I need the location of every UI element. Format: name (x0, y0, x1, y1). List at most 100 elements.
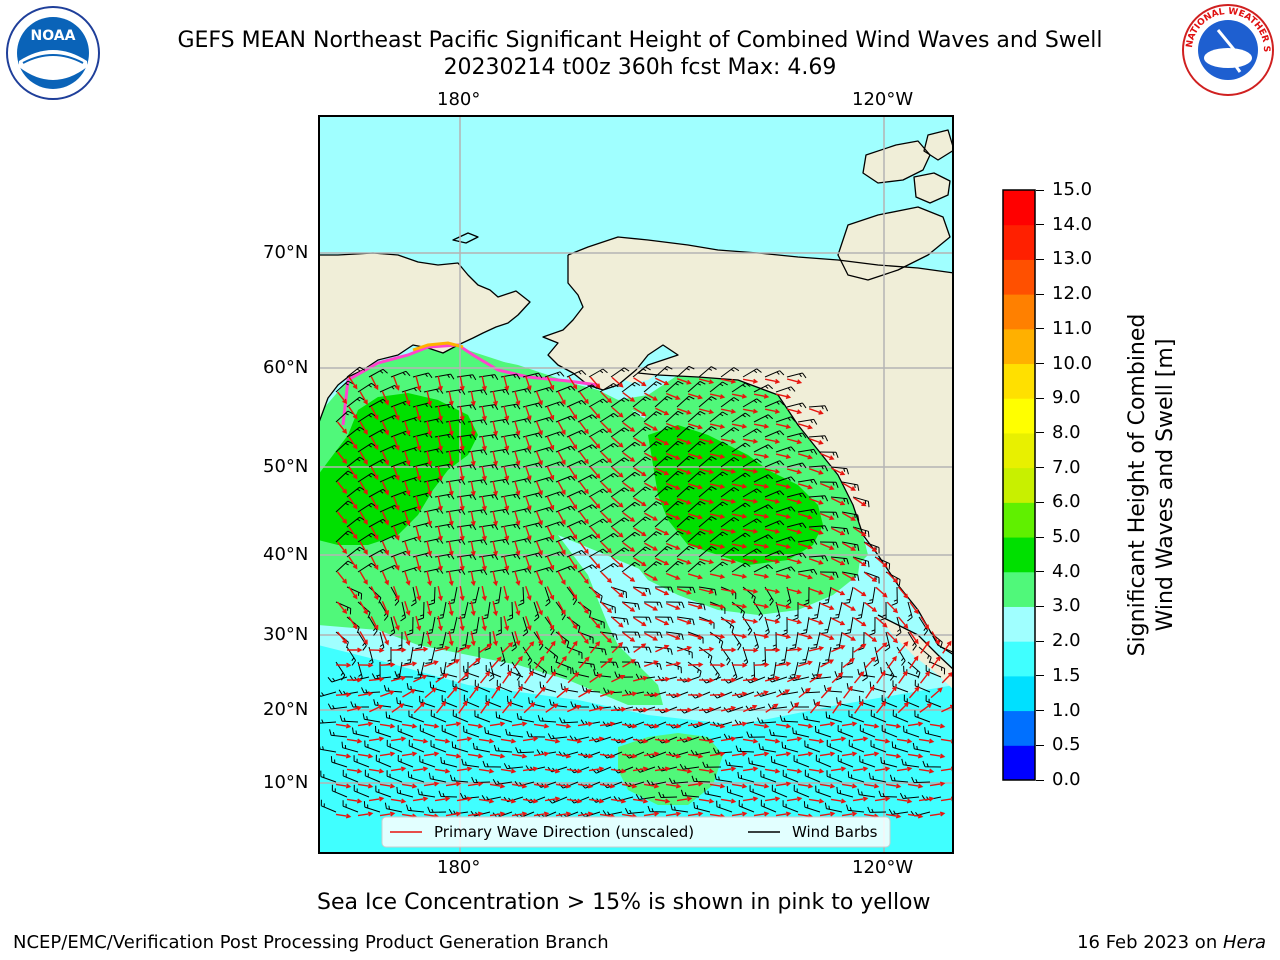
wave-direction-arrow (514, 571, 521, 586)
wave-direction-arrow (381, 421, 389, 436)
wave-direction-arrow (698, 738, 715, 744)
colorbar-tick-mark (1036, 293, 1044, 295)
wind-barb (720, 397, 740, 408)
wave-direction-arrow (535, 391, 543, 406)
wind-barb (775, 566, 796, 573)
wave-band-4-5-west (318, 393, 478, 545)
wind-barb (687, 410, 706, 423)
wave-direction-arrow (907, 783, 924, 789)
wave-direction-arrow (842, 572, 856, 581)
wind-barb (346, 426, 366, 438)
wind-barb (670, 803, 689, 813)
wave-direction-arrow (437, 465, 443, 482)
wave-direction-arrow (831, 527, 846, 536)
wind-barb (390, 370, 411, 378)
wave-direction-arrow (600, 481, 613, 494)
wind-barb (544, 431, 565, 438)
wave-direction-arrow (809, 701, 821, 714)
wave-direction-arrow (886, 571, 899, 584)
wave-direction-arrow (709, 543, 726, 549)
wind-barb (362, 713, 381, 723)
wind-barb (335, 661, 346, 681)
wave-direction-arrow (644, 512, 658, 521)
wind-barb (456, 434, 477, 441)
wave-direction-arrow (335, 662, 352, 668)
wave-direction-arrow (402, 689, 416, 698)
wave-direction-arrow (456, 766, 473, 772)
wind-barb (731, 382, 751, 393)
wave-direction-arrow (437, 375, 443, 392)
wave-direction-arrow (457, 644, 472, 653)
wind-barb (822, 586, 832, 605)
wind-barb (335, 440, 354, 453)
wind-barb (665, 500, 684, 513)
coast-island-4 (923, 129, 954, 161)
wave-direction-arrow (546, 640, 556, 654)
wind-barb (714, 773, 733, 783)
wind-barb (384, 802, 403, 813)
wave-direction-arrow (470, 390, 476, 407)
wave-direction-arrow (819, 783, 836, 789)
wave-direction-arrow (731, 393, 748, 399)
wind-barb (775, 536, 796, 543)
wave-direction-arrow (502, 670, 512, 684)
wind-barb (544, 371, 565, 378)
wave-direction-arrow (404, 420, 411, 436)
wave-direction-arrow (753, 723, 770, 729)
wind-barb (753, 384, 774, 393)
wind-barb (810, 631, 821, 649)
wave-direction-arrow (357, 783, 374, 789)
wind-barb (555, 415, 576, 423)
wind-barb (735, 745, 755, 753)
wind-barb (419, 755, 436, 768)
wind-barb (428, 772, 447, 783)
wave-direction-arrow (852, 796, 869, 802)
wave-direction-arrow (666, 392, 681, 400)
wave-direction-arrow (437, 555, 443, 572)
colorbar-tick-label: 8.0 (1052, 421, 1081, 443)
wave-direction-arrow (742, 766, 759, 772)
colorbar-tick-mark (1036, 224, 1044, 226)
wind-barb (808, 435, 829, 442)
wave-direction-arrow (720, 378, 737, 384)
wind-barb (731, 472, 751, 483)
wave-direction-arrow (457, 671, 470, 684)
wave-direction-arrow (909, 655, 919, 669)
wave-direction-arrow (525, 405, 532, 421)
wind-barb (610, 457, 630, 468)
wave-direction-arrow (448, 510, 454, 527)
wind-barb (588, 518, 608, 528)
wave-direction-arrow (577, 753, 594, 759)
wave-direction-arrow (578, 689, 592, 698)
wave-direction-arrow (415, 435, 422, 452)
wind-barb (687, 560, 706, 573)
wave-direction-arrow (622, 542, 636, 552)
wave-direction-arrow (786, 796, 803, 802)
colorbar-segment (1003, 641, 1035, 677)
wind-barb (709, 411, 728, 423)
wind-barb (482, 760, 502, 768)
wave-direction-arrow (610, 738, 627, 744)
wave-direction-arrow (589, 586, 601, 599)
colorbar-segment (1003, 606, 1035, 642)
wave-direction-arrow (841, 751, 858, 757)
wave-direction-arrow (808, 468, 824, 475)
wave-direction-arrow (535, 601, 543, 616)
wind-barb (397, 754, 414, 768)
wind-barb (511, 661, 522, 681)
wind-barb (687, 661, 702, 678)
wave-direction-arrow (467, 811, 484, 817)
wave-direction-arrow (459, 555, 465, 572)
colorbar-tick-label: 0.0 (1052, 769, 1081, 790)
wave-direction-arrow (589, 436, 601, 449)
wave-direction-arrow (896, 738, 913, 744)
wave-direction-arrow (622, 422, 636, 432)
wave-direction-arrow (687, 753, 704, 759)
wave-direction-arrow (600, 391, 613, 404)
wave-direction-arrow (842, 542, 856, 551)
wave-direction-arrow (514, 421, 521, 436)
wind-barb (346, 646, 357, 666)
wave-direction-arrow (764, 588, 781, 594)
wind-barb (720, 457, 740, 468)
wave-direction-arrow (525, 555, 532, 571)
